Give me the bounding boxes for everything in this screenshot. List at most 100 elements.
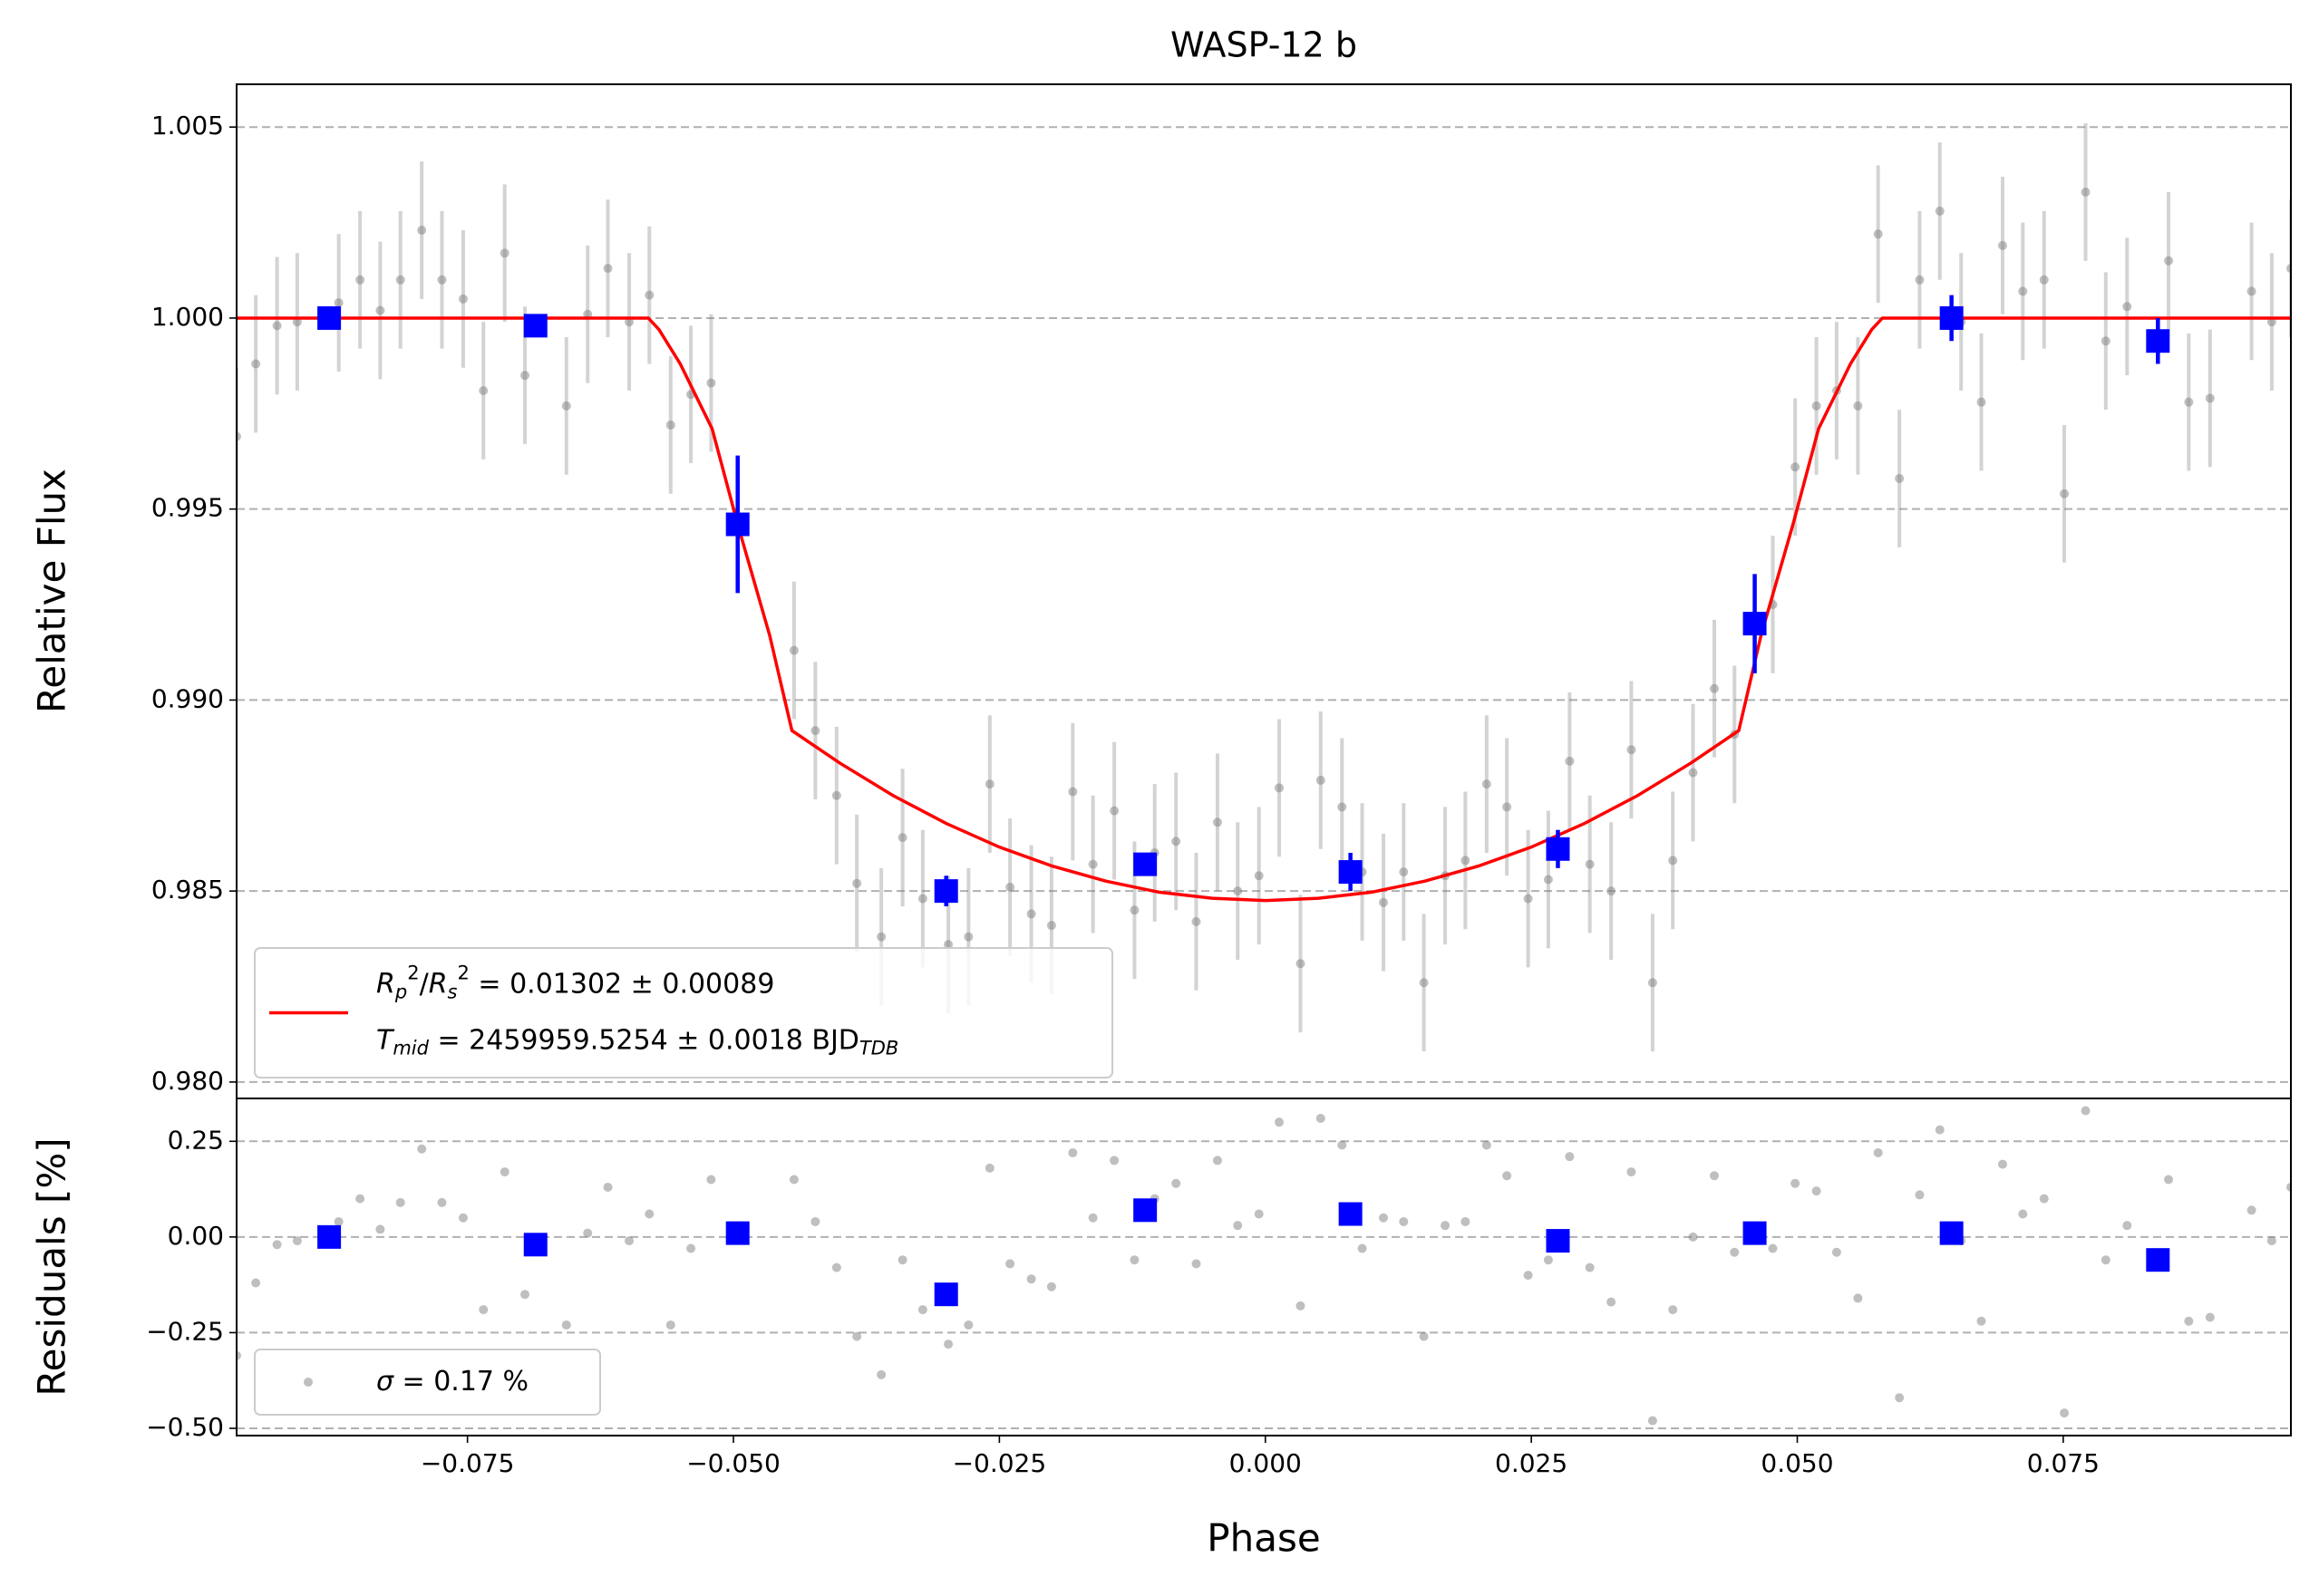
- legend-label-part: T: [376, 1024, 395, 1056]
- data-point: [2266, 1236, 2276, 1246]
- y-tick-label: 0.25: [168, 1125, 224, 1155]
- data-point: [561, 1320, 571, 1330]
- data-point: [1811, 1186, 1821, 1196]
- data-point: [272, 321, 282, 331]
- binned-point: [1133, 1198, 1158, 1223]
- y-tick-label: 0.990: [151, 683, 224, 713]
- data-point: [831, 790, 841, 800]
- data-point: [500, 1167, 509, 1177]
- data-point: [1295, 959, 1305, 969]
- legend-label-part: = 2459959.5254 ± 0.0018 BJD: [429, 1024, 859, 1056]
- y-axis-label: Relative Flux: [30, 469, 74, 713]
- data-point: [2164, 256, 2174, 266]
- data-point: [686, 1243, 696, 1253]
- data-point: [1275, 783, 1285, 793]
- data-point: [479, 386, 489, 396]
- data-point: [706, 1175, 716, 1185]
- data-point: [1110, 806, 1120, 816]
- x-tick-label: 0.000: [1229, 1448, 1302, 1478]
- data-point: [1873, 1147, 1883, 1157]
- binned-point: [934, 879, 958, 904]
- data-point: [334, 1216, 344, 1226]
- data-point: [292, 1236, 302, 1246]
- data-point: [877, 932, 887, 942]
- data-point: [1688, 768, 1698, 778]
- data-point: [2060, 488, 2070, 498]
- data-point: [1606, 1297, 1616, 1307]
- data-point: [1565, 756, 1575, 766]
- data-point: [237, 431, 241, 441]
- binned-point: [1939, 1221, 1964, 1245]
- data-point: [944, 940, 954, 950]
- binned-point: [1133, 852, 1158, 876]
- data-point: [1853, 401, 1863, 411]
- data-point: [852, 878, 862, 888]
- binned-point: [1338, 860, 1363, 885]
- data-point: [1709, 1171, 1719, 1181]
- panel: −0.50 −0.25 0.00 0.25 −0.075 −0.050 −0.025 0.00…: [146, 1098, 2292, 1478]
- data-point: [2286, 1182, 2291, 1192]
- data-point: [1295, 1301, 1305, 1311]
- data-point: [1976, 397, 1986, 407]
- data-point: [561, 401, 571, 411]
- data-point: [2081, 187, 2091, 197]
- data-point: [1935, 1125, 1945, 1135]
- data-point: [645, 1209, 655, 1219]
- y-tick-label: 0.995: [151, 493, 224, 523]
- data-point: [2039, 275, 2049, 285]
- binned-point: [2146, 1248, 2170, 1272]
- legend-label-part: p: [394, 982, 407, 1003]
- data-point: [1088, 859, 1098, 869]
- y-tick-label: 0.00: [168, 1221, 224, 1251]
- binned-point: [934, 1282, 958, 1307]
- plot-area: [237, 122, 2291, 1052]
- data-point: [375, 1224, 385, 1234]
- y-tick-label: 0.980: [151, 1066, 224, 1096]
- data-point: [1895, 1393, 1905, 1403]
- data-point: [1895, 473, 1905, 483]
- data-point: [2018, 286, 2028, 296]
- data-point: [1191, 916, 1201, 926]
- data-point: [1626, 745, 1636, 755]
- data-point: [1337, 802, 1347, 812]
- data-point: [1997, 1159, 2007, 1169]
- axes-frame: [236, 1098, 2292, 1436]
- data-point: [1730, 1247, 1740, 1257]
- data-point: [1768, 1243, 1778, 1253]
- data-point: [1976, 1316, 1986, 1326]
- data-point: [417, 1144, 427, 1154]
- legend-label-part: R: [376, 968, 395, 1000]
- y-tick-label: 1.005: [151, 111, 224, 140]
- data-point: [1523, 894, 1533, 904]
- legend-label-part: 2: [458, 962, 470, 984]
- data-point: [964, 932, 974, 942]
- data-point: [665, 420, 675, 430]
- data-point: [625, 1236, 635, 1246]
- legend-label-part: /: [420, 968, 430, 1000]
- data-point: [1997, 240, 2007, 250]
- data-point: [1502, 1171, 1512, 1181]
- data-point: [1606, 886, 1616, 896]
- data-point: [1460, 856, 1470, 866]
- data-point: [1005, 882, 1015, 892]
- data-point: [2205, 393, 2215, 403]
- legend-box: [254, 1349, 601, 1416]
- data-point: [2060, 1408, 2070, 1418]
- data-point: [1191, 1259, 1201, 1269]
- data-point: [1811, 401, 1821, 411]
- data-point: [1668, 856, 1678, 866]
- data-point: [789, 1175, 799, 1185]
- data-point: [1254, 1209, 1264, 1219]
- legend-label-part: TDB: [859, 1038, 898, 1059]
- data-point: [2164, 1175, 2174, 1185]
- chart-title: WASP-12 b: [1170, 25, 1357, 65]
- binned-point: [1742, 612, 1767, 636]
- x-tick-label: 0.075: [2027, 1448, 2100, 1478]
- data-point: [1565, 1152, 1575, 1162]
- x-axis-label: Phase: [1207, 1516, 1320, 1561]
- legend-handle: [304, 1378, 313, 1387]
- data-point: [964, 1320, 974, 1330]
- binned-point: [523, 314, 548, 338]
- data-point: [520, 371, 530, 381]
